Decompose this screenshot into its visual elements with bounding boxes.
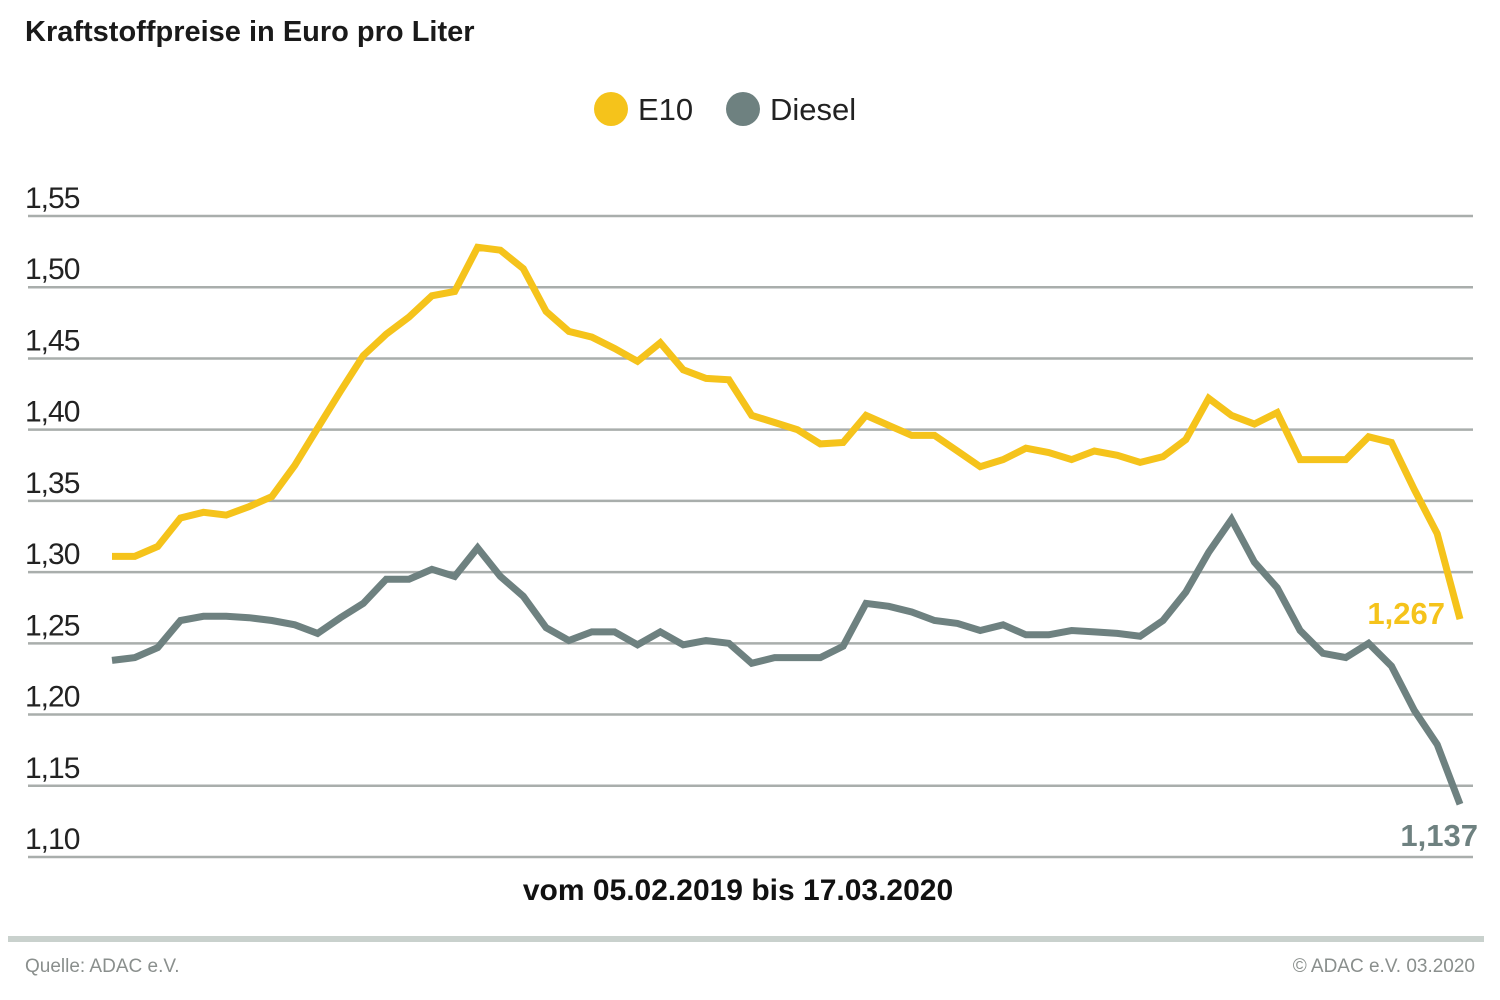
gridlines (28, 214, 1473, 859)
y-tick-label: 1,25 (25, 609, 80, 642)
y-tick-label: 1,55 (25, 182, 80, 215)
y-axis-ticks: 1,55 1,50 1,45 1,40 1,35 1,30 1,25 1,20 1,15 1,10 (25, 182, 81, 856)
y-tick-label: 1,40 (25, 396, 80, 429)
y-tick-label: 1,30 (25, 538, 80, 571)
end-label-e10: 1,267 (1367, 596, 1445, 631)
copyright-note: © ADAC e.V. 03.2020 (1293, 956, 1475, 977)
y-tick-label: 1,50 (25, 253, 80, 286)
legend: E10 Diesel (594, 92, 856, 127)
source-note: Quelle: ADAC e.V. (25, 956, 180, 977)
y-tick-label: 1,15 (25, 752, 80, 785)
series-line-e10 (112, 243, 1464, 621)
chart-title: Kraftstoffpreise in Euro pro Liter (25, 16, 475, 48)
y-tick-label: 1,10 (25, 823, 80, 856)
chart-subtitle: vom 05.02.2019 bis 17.03.2020 (523, 874, 953, 907)
legend-label-e10: E10 (638, 92, 693, 127)
end-label-diesel: 1,137 (1400, 818, 1478, 853)
footer-divider (8, 936, 1484, 942)
y-tick-label: 1,45 (25, 324, 80, 357)
legend-marker-diesel (726, 92, 760, 126)
y-tick-label: 1,35 (25, 467, 80, 500)
series-line-diesel (111, 512, 1464, 806)
series-lines (111, 243, 1464, 806)
legend-label-diesel: Diesel (770, 92, 856, 127)
y-tick-label: 1,20 (25, 681, 80, 714)
legend-marker-e10 (594, 92, 628, 126)
